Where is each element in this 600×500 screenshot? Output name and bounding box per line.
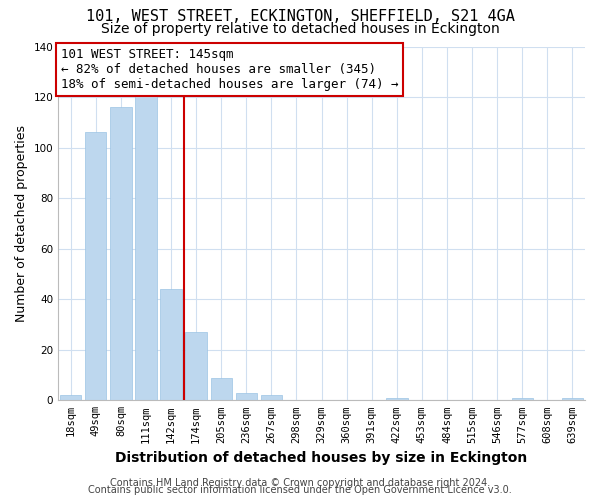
X-axis label: Distribution of detached houses by size in Eckington: Distribution of detached houses by size … [115, 451, 528, 465]
Text: Size of property relative to detached houses in Eckington: Size of property relative to detached ho… [101, 22, 499, 36]
Bar [185, 332, 207, 400]
Bar [60, 396, 82, 400]
Text: Contains public sector information licensed under the Open Government Licence v3: Contains public sector information licen… [88, 485, 512, 495]
Y-axis label: Number of detached properties: Number of detached properties [15, 125, 28, 322]
Bar [386, 398, 407, 400]
Bar [562, 398, 583, 400]
Bar [211, 378, 232, 400]
Text: 101, WEST STREET, ECKINGTON, SHEFFIELD, S21 4GA: 101, WEST STREET, ECKINGTON, SHEFFIELD, … [86, 9, 514, 24]
Bar [110, 107, 131, 401]
Bar [261, 396, 282, 400]
Bar [512, 398, 533, 400]
Text: Contains HM Land Registry data © Crown copyright and database right 2024.: Contains HM Land Registry data © Crown c… [110, 478, 490, 488]
Bar [236, 392, 257, 400]
Bar [85, 132, 106, 400]
Text: 101 WEST STREET: 145sqm
← 82% of detached houses are smaller (345)
18% of semi-d: 101 WEST STREET: 145sqm ← 82% of detache… [61, 48, 398, 92]
Bar [160, 289, 182, 401]
Bar [136, 64, 157, 400]
